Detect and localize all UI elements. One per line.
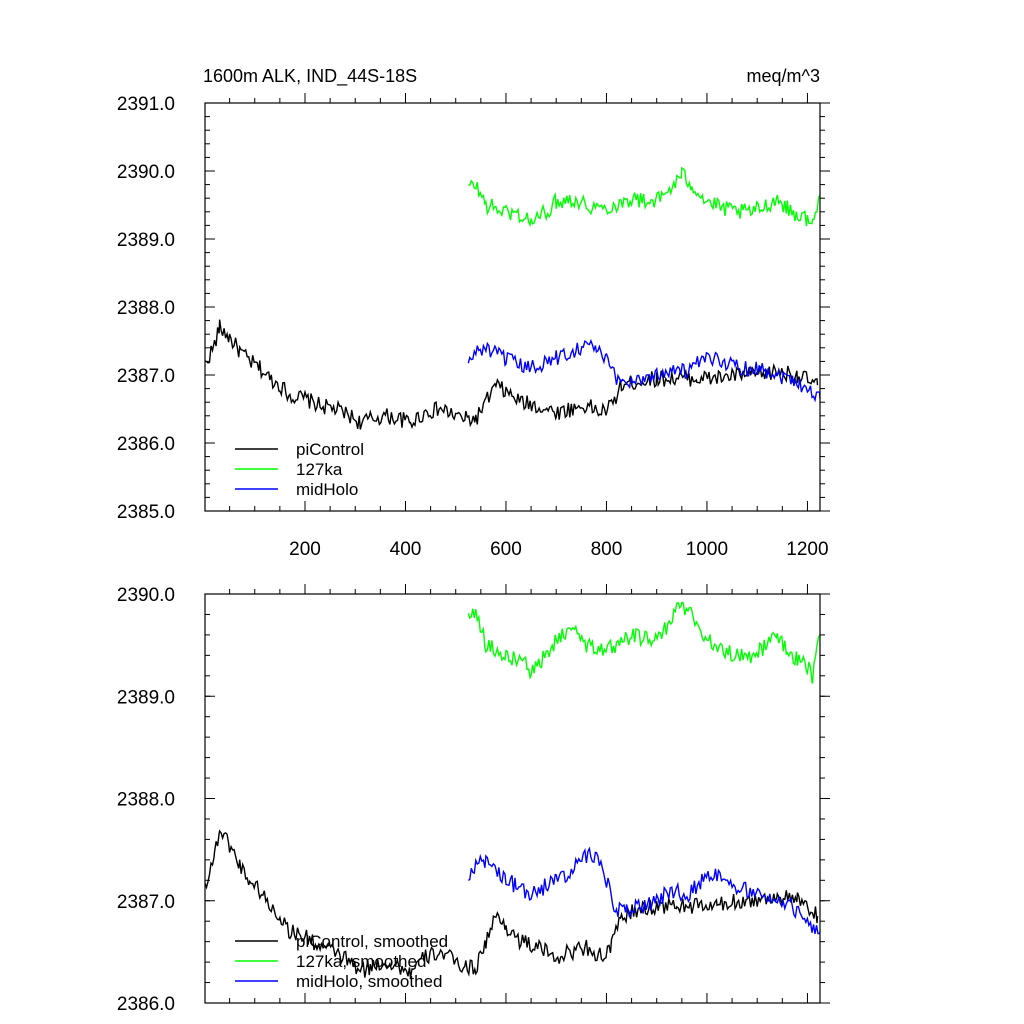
x-tick-label: 1000 <box>686 539 728 560</box>
units-label: meq/m^3 <box>747 66 820 86</box>
y-tick-label: 2388.0 <box>117 790 175 811</box>
x-tick-label: 400 <box>390 539 422 560</box>
y-tick-label: 2391.0 <box>117 94 175 115</box>
top-panel: 1600m ALK, IND_44S-18S meq/m^3 200 400 600… <box>117 66 830 560</box>
x-tick-label: 800 <box>591 539 623 560</box>
legend-label: piControl <box>296 440 364 459</box>
chart-title: 1600m ALK, IND_44S-18S <box>203 66 417 87</box>
y-tick-label: 2390.0 <box>117 162 175 183</box>
bottom-ticks: 2386.0 2387.0 2388.0 2389.0 2390.0 <box>117 584 830 1015</box>
x-tick-label: 1200 <box>786 539 828 560</box>
y-tick-label: 2387.0 <box>117 366 175 387</box>
y-tick-label: 2385.0 <box>117 502 175 523</box>
y-tick-label: 2386.0 <box>117 434 175 455</box>
y-tick-label: 2389.0 <box>117 687 175 708</box>
series-line-piControl <box>204 829 819 979</box>
x-tick-label: 600 <box>490 539 522 560</box>
legend-label: piControl, smoothed <box>296 932 448 951</box>
legend-label: 127ka, smoothed <box>296 952 426 971</box>
y-tick-label: 2387.0 <box>117 892 175 913</box>
series-line-midHolo <box>467 338 821 403</box>
series-line-midHolo <box>467 846 821 935</box>
y-tick-label: 2389.0 <box>117 230 175 251</box>
y-tick-label: 2390.0 <box>117 585 175 606</box>
y-tick-label: 2388.0 <box>117 298 175 319</box>
legend-label: midHolo, smoothed <box>296 972 442 991</box>
series-line-127ka <box>467 601 821 684</box>
legend-label: 127ka <box>296 460 343 479</box>
bottom-series-group <box>204 601 821 979</box>
x-tick-label: 200 <box>289 539 321 560</box>
y-tick-label: 2386.0 <box>117 994 175 1015</box>
series-line-piControl <box>204 319 819 430</box>
bottom-panel: 2386.0 2387.0 2388.0 2389.0 2390.0 piControl… <box>117 584 830 1015</box>
top-ticks: 200 400 600 800 1000 1200 2385.0 2386.0 2387.0 23… <box>117 93 830 560</box>
series-line-127ka <box>468 166 821 228</box>
legend-label: midHolo <box>296 480 358 499</box>
top-series-group <box>204 166 821 430</box>
